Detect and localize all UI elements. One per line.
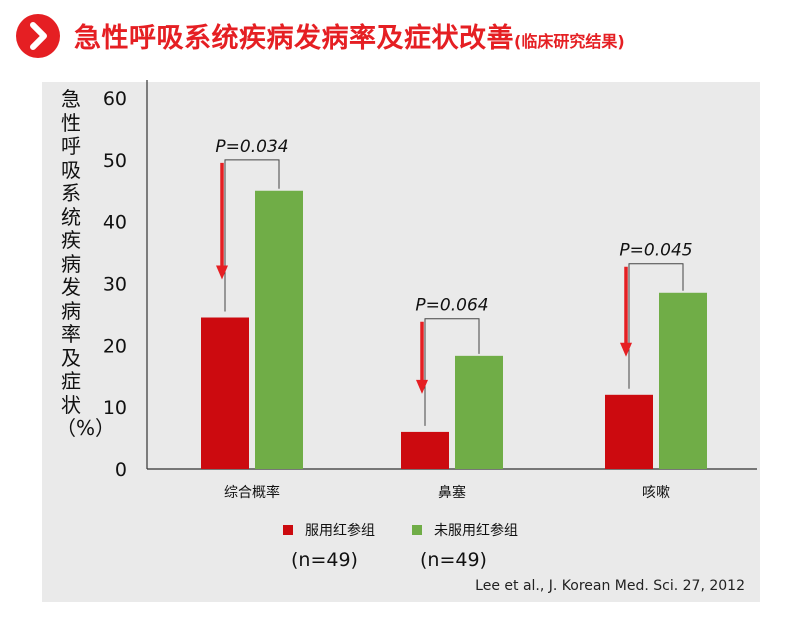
p-value-bracket <box>628 263 684 389</box>
legend-sample-size: (n=49) <box>291 549 358 571</box>
bar-control <box>255 190 303 469</box>
arrow-head-icon <box>620 342 632 357</box>
x-tick-label: 咳嗽 <box>642 485 670 501</box>
chart-panel <box>42 82 760 602</box>
y-tick-label: 10 <box>103 397 127 419</box>
y-tick-label: 30 <box>103 274 127 296</box>
y-axis-label: 急性呼吸系统疾病发病率及症状（%） <box>56 87 116 440</box>
citation: Lee et al., J. Korean Med. Sci. 27, 2012 <box>475 578 745 594</box>
arrow-head-icon <box>216 265 228 280</box>
y-tick-label: 40 <box>103 212 127 234</box>
p-value-bracket <box>224 159 280 312</box>
p-value-label: P=0.064 <box>415 296 488 316</box>
p-value-label: P=0.045 <box>619 241 692 261</box>
x-tick-label: 综合概率 <box>224 484 280 501</box>
y-tick-label: 20 <box>103 335 127 357</box>
bar-treated <box>605 394 653 469</box>
legend-swatch <box>283 525 293 535</box>
title-subtitle: (临床研究结果) <box>514 32 625 51</box>
bar-control <box>659 292 707 469</box>
p-value-bracket <box>424 318 480 426</box>
legend-label: 未服用红参组 <box>434 522 518 539</box>
legend-sample-size: (n=49) <box>420 549 487 571</box>
header: 急性呼吸系统疾病发病率及症状改善(临床研究结果) <box>0 0 800 80</box>
bar-control <box>455 355 503 469</box>
x-tick-label: 鼻塞 <box>438 484 466 501</box>
title-main: 急性呼吸系统疾病发病率及症状改善 <box>74 23 514 54</box>
legend-label: 服用红参组 <box>305 522 375 539</box>
bar-treated <box>201 317 249 469</box>
arrow-head-icon <box>416 379 428 394</box>
y-tick-label: 60 <box>103 88 127 110</box>
p-value-label: P=0.034 <box>215 137 288 157</box>
bar-treated <box>401 431 449 469</box>
legend-swatch <box>412 525 422 535</box>
y-tick-label: 50 <box>103 150 127 172</box>
page-title: 急性呼吸系统疾病发病率及症状改善(临床研究结果) <box>74 16 625 55</box>
chevron-right-icon <box>16 14 60 58</box>
y-tick-label: 0 <box>115 459 127 481</box>
